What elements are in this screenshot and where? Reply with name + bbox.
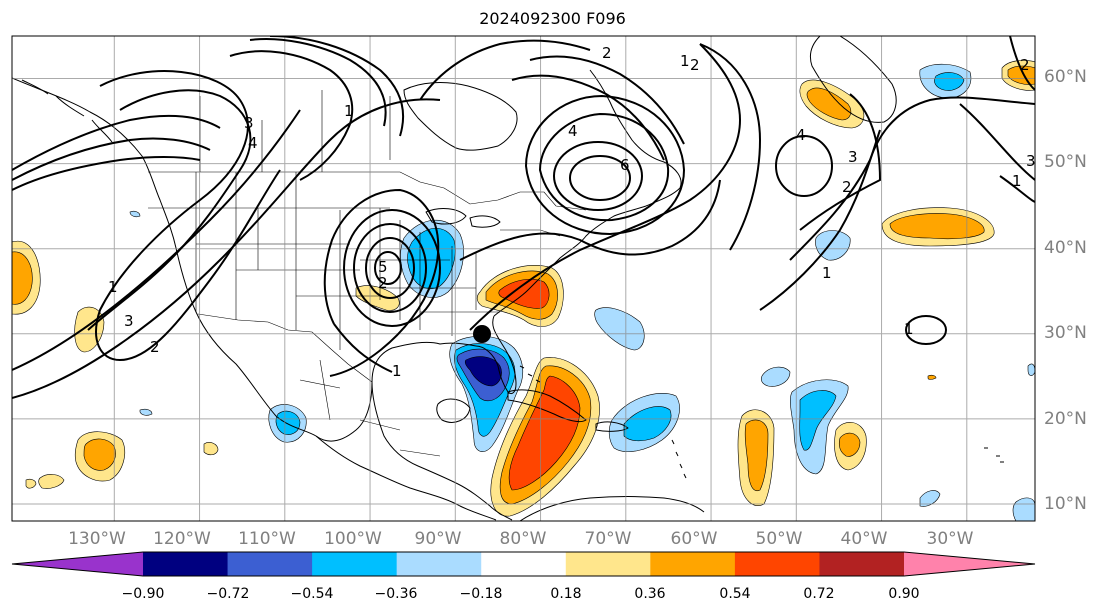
lon-label-120w: 120°W	[153, 529, 211, 549]
contour-label: 4	[248, 134, 258, 152]
lat-label-60n: 60°N	[1044, 67, 1087, 87]
lon-label-70w: 70°W	[584, 529, 632, 549]
contour-label: 2	[150, 338, 160, 356]
contour-label: 2	[842, 178, 852, 196]
colorbar-outline	[11, 551, 1036, 577]
contour-label: 1	[904, 320, 914, 338]
contour-label: 4	[796, 126, 806, 144]
coastlines	[12, 36, 1004, 521]
contour-label: 1	[108, 278, 118, 296]
storm-position-marker	[473, 325, 491, 343]
colorbar-segment	[143, 552, 229, 576]
colorbar-tick: 0.18	[550, 586, 582, 602]
colorbar-tick: 0.54	[719, 586, 751, 602]
map-frame	[11, 35, 1036, 522]
colorbar-tick: −0.36	[374, 586, 418, 602]
lat-label-30n: 30°N	[1044, 323, 1087, 343]
lon-label-130w: 130°W	[68, 529, 126, 549]
contour-label: 4	[568, 122, 578, 140]
colorbar-tick: 0.72	[803, 586, 835, 602]
map-gridlines	[12, 36, 1035, 521]
contour-label: 2	[602, 44, 612, 62]
anomaly-shading	[12, 60, 1035, 521]
contour-label: 3	[124, 312, 134, 330]
contour-label: 1	[344, 102, 354, 120]
colorbar-extend-low	[12, 552, 143, 576]
lon-label-110w: 110°W	[238, 529, 296, 549]
lon-label-40w: 40°W	[840, 529, 888, 549]
lon-label-80w: 80°W	[499, 529, 547, 549]
colorbar	[11, 551, 1036, 577]
lon-label-60w: 60°W	[670, 529, 718, 549]
colorbar-segment	[396, 552, 482, 576]
colorbar-segment	[819, 552, 905, 576]
colorbar-segment	[312, 552, 398, 576]
contour-label: 2	[690, 56, 700, 74]
map-plot-area	[12, 36, 1035, 521]
contour-label: 3	[848, 148, 858, 166]
contour-label: 3	[244, 114, 254, 132]
colorbar-segment	[481, 552, 567, 576]
colorbar-segment	[227, 552, 313, 576]
colorbar-segment	[650, 552, 736, 576]
colorbar-extend-high	[904, 552, 1035, 576]
colorbar-tick: −0.90	[121, 586, 165, 602]
contour-label-layer: 1 1 1 1 1 1 1 2 2 2 2 2 2 3 3 3 3 4 4 4 …	[108, 44, 1036, 380]
lat-label-20n: 20°N	[1044, 409, 1087, 429]
contour-label: 1	[822, 264, 832, 282]
contour-label: 2	[378, 274, 388, 292]
colorbar-segment	[734, 552, 820, 576]
lon-label-90w: 90°W	[414, 529, 462, 549]
contour-label: 3	[1026, 152, 1036, 170]
contour-label: 1	[680, 52, 690, 70]
contour-label: 5	[378, 258, 388, 276]
lat-label-40n: 40°N	[1044, 238, 1087, 258]
lat-label-10n: 10°N	[1044, 494, 1087, 514]
contour-label: 6	[620, 156, 630, 174]
lon-label-100w: 100°W	[324, 529, 382, 549]
lat-label-50n: 50°N	[1044, 152, 1087, 172]
contour-label: 1	[392, 362, 402, 380]
colorbar-tick: −0.54	[290, 586, 334, 602]
lon-label-50w: 50°W	[755, 529, 803, 549]
colorbar-tick: 0.90	[888, 586, 920, 602]
map-title: 2024092300 F096	[479, 9, 626, 28]
lon-label-30w: 30°W	[926, 529, 974, 549]
colorbar-tick: −0.72	[206, 586, 250, 602]
colorbar-tick: 0.36	[634, 586, 666, 602]
contour-label: 2	[1020, 56, 1030, 74]
height-contours	[12, 36, 1035, 399]
contour-label: 1	[1012, 172, 1022, 190]
colorbar-tick: −0.18	[459, 586, 503, 602]
colorbar-segment	[565, 552, 651, 576]
